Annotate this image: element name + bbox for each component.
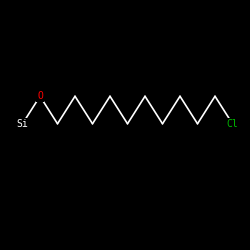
Text: Cl: Cl bbox=[226, 119, 238, 129]
Text: Si: Si bbox=[16, 119, 28, 129]
Text: O: O bbox=[37, 91, 43, 101]
